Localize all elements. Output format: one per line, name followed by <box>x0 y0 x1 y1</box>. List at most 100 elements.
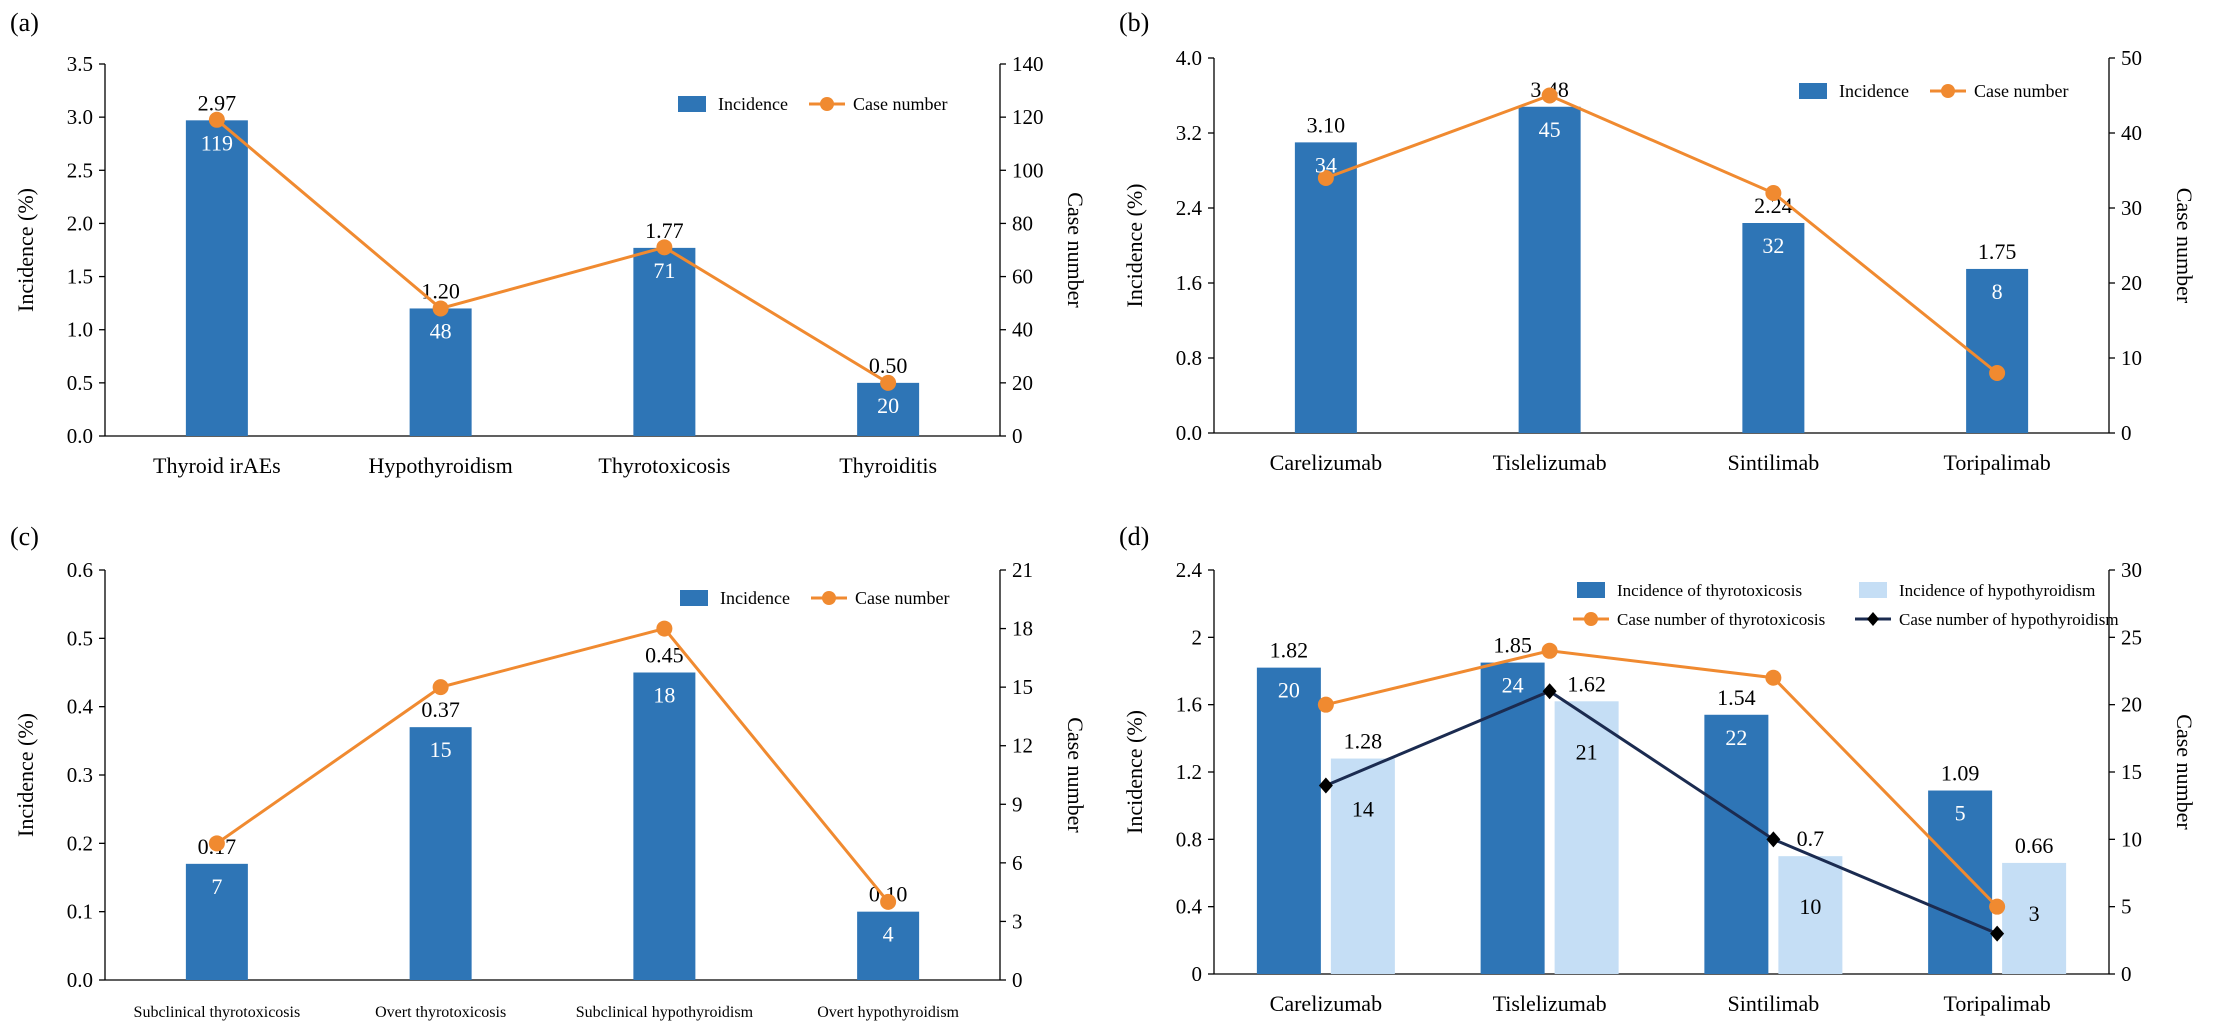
y2-tick-label: 120 <box>1012 105 1044 129</box>
legend-swatch <box>680 590 708 606</box>
legend-marker <box>1584 612 1598 626</box>
x-tick-label: Carelizumab <box>1270 450 1382 475</box>
bar <box>857 382 920 436</box>
line-point <box>880 893 897 910</box>
y-tick-label: 0.0 <box>67 968 93 992</box>
y-tick-label: 0.8 <box>1176 827 1202 851</box>
line-point <box>1317 170 1334 186</box>
y-axis-title: Incidence (%) <box>13 713 38 837</box>
case-number-label: 22 <box>1725 725 1747 750</box>
x-tick-label: Thyroid irAEs <box>153 453 281 478</box>
y2-tick-label: 0 <box>2121 421 2132 445</box>
y-tick-label: 3.5 <box>67 52 93 76</box>
y-axis-title: Incidence (%) <box>1122 710 1147 834</box>
bar-value-label: 1.62 <box>1567 671 1606 696</box>
bar-value-label: 0.37 <box>421 697 460 722</box>
legend-marker <box>822 591 836 605</box>
y2-tick-label: 3 <box>1012 909 1023 933</box>
bar <box>1704 714 1769 974</box>
line-point <box>432 300 449 317</box>
y-axis-title: Incidence (%) <box>1122 184 1147 308</box>
series-line <box>215 118 889 385</box>
bar <box>409 308 472 436</box>
bar-value-label: 1.20 <box>421 278 460 303</box>
line-point <box>656 239 673 256</box>
bar-value-label: 1.75 <box>1978 239 2017 264</box>
bar-value-label: 0.66 <box>2015 833 2054 858</box>
legend-label: Case number <box>853 94 947 114</box>
bar-value-label: 1.85 <box>1493 633 1532 658</box>
y-tick-label: 1.2 <box>1176 760 1202 784</box>
y2-tick-label: 15 <box>1012 675 1033 699</box>
bar-value-label: 2.97 <box>198 90 237 115</box>
case-number-label: 24 <box>1502 673 1524 698</box>
chart-a: 0.0 0.5 1.0 1.5 2.0 2.5 3.0 3.5 0 20 40 60 80 100 120 1… <box>13 52 1088 478</box>
y2-tick-label: 30 <box>2121 196 2142 220</box>
legend-label: Case number of thyrotoxicosis <box>1617 610 1825 629</box>
y-tick-label: 2.0 <box>67 211 93 235</box>
y2-axis-title: Case number <box>1063 192 1088 308</box>
y-tick-label: 4.0 <box>1176 46 1202 70</box>
y2-tick-label: 20 <box>2121 271 2142 295</box>
bar-value-label: 0.45 <box>645 643 684 668</box>
case-number-label: 7 <box>211 874 222 899</box>
line-point <box>1318 777 1333 794</box>
y-tick-label: 0.0 <box>67 424 93 448</box>
bar <box>409 727 472 980</box>
case-number-label: 71 <box>653 258 675 283</box>
y-tick-label: 2 <box>1192 625 1203 649</box>
y2-tick-label: 15 <box>2121 760 2142 784</box>
chart-b: 0.0 0.8 1.6 2.4 3.2 4.0 0 10 20 30 40 50 Incidence (… <box>1122 46 2197 475</box>
panel-a: (a) 0.0 0.5 1.0 1.5 2.0 2.5 3.0 3.5 0 20 40 60 80 100… <box>0 0 1109 514</box>
y-tick-label: 0.1 <box>67 900 93 924</box>
case-number-label: 10 <box>1799 894 1821 919</box>
legend-label: Incidence of hypothyroidism <box>1899 581 2095 600</box>
y-tick-label: 1.6 <box>1176 693 1202 717</box>
y-axis-title: Incidence (%) <box>13 188 38 312</box>
series-line <box>1325 689 1998 935</box>
bar <box>1966 268 2029 433</box>
y2-tick-label: 9 <box>1012 792 1023 816</box>
line-point <box>208 835 225 852</box>
line-point <box>1541 87 1558 104</box>
y2-tick-label: 25 <box>2121 625 2142 649</box>
line-point <box>1989 365 2006 381</box>
y-tick-label: 3.0 <box>67 105 93 129</box>
line-point <box>1765 185 1782 201</box>
case-number-label: 3 <box>2029 901 2040 926</box>
y-tick-label: 3.2 <box>1176 121 1202 145</box>
case-number-label: 34 <box>1315 152 1337 177</box>
bar <box>1480 662 1545 974</box>
panel-d: (d) 0 0.4 0.8 1.2 1.6 2 2.4 0 5 10 15 20 25 30 Inciden… <box>1109 514 2218 1027</box>
line-point <box>656 620 673 637</box>
line-point <box>1317 696 1334 713</box>
line-point <box>1542 683 1557 700</box>
bar <box>1928 790 1993 974</box>
y2-axis-title: Case number <box>2172 188 2197 304</box>
legend-label: Case number <box>1974 81 2068 101</box>
chart-c: 0.0 0.1 0.2 0.3 0.4 0.5 0.6 0 3 6 9 12 15 18 21 Inciden… <box>13 558 1088 1021</box>
case-number-label: 21 <box>1576 739 1598 764</box>
x-tick-label: Subclinical thyrotoxicosis <box>134 1004 301 1021</box>
bar-value-label: 3.10 <box>1307 112 1346 137</box>
y2-axis-title: Case number <box>1063 717 1088 833</box>
legend-marker <box>1941 84 1955 98</box>
y-tick-label: 0.8 <box>1176 346 1202 370</box>
line-point <box>432 679 449 696</box>
legend-swatch <box>1799 83 1827 99</box>
series-line <box>216 626 890 903</box>
y2-tick-label: 20 <box>1012 371 1033 395</box>
y-tick-label: 1.6 <box>1176 271 1202 295</box>
legend-marker <box>820 97 834 111</box>
y2-tick-label: 80 <box>1012 211 1033 235</box>
case-number-label: 32 <box>1762 233 1784 258</box>
x-tick-label: Thyroiditis <box>839 453 937 478</box>
x-tick-label: Toripalimab <box>1944 991 2051 1016</box>
panel-b: (b) 0.0 0.8 1.6 2.4 3.2 4.0 0 10 20 30 40 50 Inciden… <box>1109 0 2218 514</box>
y-tick-label: 0.5 <box>67 626 93 650</box>
case-number-label: 8 <box>1992 279 2003 304</box>
x-tick-label: Subclinical hypothyroidism <box>576 1004 754 1021</box>
y-tick-label: 2.4 <box>1176 196 1203 220</box>
bar <box>1778 856 1843 974</box>
